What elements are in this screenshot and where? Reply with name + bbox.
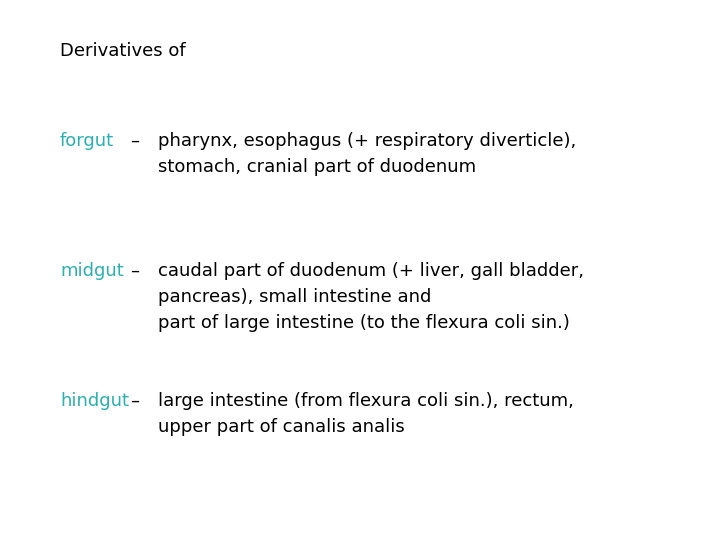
Text: Derivatives of: Derivatives of bbox=[60, 42, 186, 60]
Text: forgut: forgut bbox=[60, 132, 114, 150]
Text: –: – bbox=[130, 132, 139, 150]
Text: large intestine (from flexura coli sin.), rectum,: large intestine (from flexura coli sin.)… bbox=[158, 392, 574, 410]
Text: pancreas), small intestine and: pancreas), small intestine and bbox=[158, 288, 431, 306]
Text: caudal part of duodenum (+ liver, gall bladder,: caudal part of duodenum (+ liver, gall b… bbox=[158, 262, 584, 280]
Text: upper part of canalis analis: upper part of canalis analis bbox=[158, 418, 405, 436]
Text: midgut: midgut bbox=[60, 262, 124, 280]
Text: pharynx, esophagus (+ respiratory diverticle),: pharynx, esophagus (+ respiratory divert… bbox=[158, 132, 576, 150]
Text: stomach, cranial part of duodenum: stomach, cranial part of duodenum bbox=[158, 158, 476, 176]
Text: –: – bbox=[130, 262, 139, 280]
Text: part of large intestine (to the flexura coli sin.): part of large intestine (to the flexura … bbox=[158, 314, 570, 332]
Text: hindgut: hindgut bbox=[60, 392, 129, 410]
Text: –: – bbox=[130, 392, 139, 410]
